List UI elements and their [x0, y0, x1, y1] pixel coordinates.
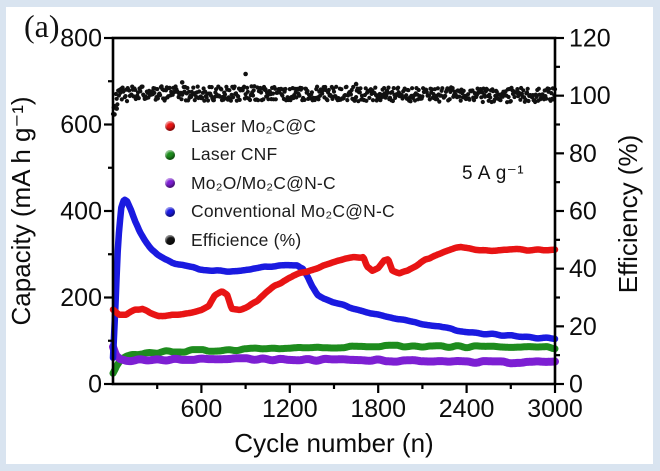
x-axis-title: Cycle number (n): [234, 428, 433, 458]
y-right-tick-label: 80: [569, 140, 597, 168]
legend-item: Laser Mo₂C@C: [151, 112, 395, 141]
series-line: [109, 196, 559, 362]
axis-ticks: [104, 36, 564, 393]
y-right-axis-title: Efficiency (%): [613, 135, 643, 293]
current-density-annotation: 5 A g⁻¹: [462, 163, 525, 184]
series-line: [109, 341, 559, 377]
y-left-tick-label: 0: [88, 371, 102, 399]
y-left-tick-label: 200: [60, 284, 102, 312]
legend-marker-icon: [165, 178, 175, 189]
legend-label: Laser CNF: [191, 144, 278, 165]
legend-marker-icon: [165, 206, 175, 217]
legend-item: Laser CNF: [151, 141, 395, 170]
legend-label: Conventional Mo₂C@N-C: [191, 201, 395, 222]
chart-legend: Laser Mo₂C@C Laser CNF Mo₂O/Mo₂C@N-C Conven…: [151, 112, 395, 255]
legend-marker-icon: [165, 235, 175, 246]
tick-labels: 600 1200 1800 2400 3000020040060080002040608…: [60, 25, 610, 424]
x-tick-label: 1200: [262, 395, 318, 423]
y-left-axis-title: Capacity (mA h g⁻¹): [6, 96, 36, 325]
legend-item: Mo₂O/Mo₂C@N-C: [151, 169, 395, 198]
y-left-tick-label: 800: [60, 25, 102, 53]
y-right-tick-label: 60: [569, 198, 597, 226]
x-tick-label: 3000: [527, 395, 583, 423]
legend-label: Efficience (%): [191, 229, 302, 250]
efficiency-dots-series: [110, 71, 558, 117]
legend-label: Mo₂O/Mo₂C@N-C: [191, 172, 336, 193]
y-left-tick-label: 400: [60, 198, 102, 226]
legend-marker-icon: [165, 121, 175, 132]
legend-label: Laser Mo₂C@C: [191, 115, 317, 136]
series-line: [109, 342, 559, 368]
y-right-tick-label: 40: [569, 255, 597, 283]
legend-item: Conventional Mo₂C@N-C: [151, 198, 395, 227]
y-right-tick-label: 120: [569, 25, 611, 53]
x-tick-label: 600: [181, 395, 223, 423]
y-right-tick-label: 20: [569, 313, 597, 341]
legend-item: Efficience (%): [151, 226, 395, 255]
x-tick-label: 1800: [350, 395, 406, 423]
y-right-tick-label: 100: [569, 82, 611, 110]
x-tick-label: 2400: [439, 395, 495, 423]
series-line: [109, 243, 559, 320]
y-left-tick-label: 600: [60, 111, 102, 139]
legend-marker-icon: [165, 149, 175, 160]
y-right-tick-label: 0: [569, 371, 583, 399]
panel-label: (a): [24, 8, 60, 44]
